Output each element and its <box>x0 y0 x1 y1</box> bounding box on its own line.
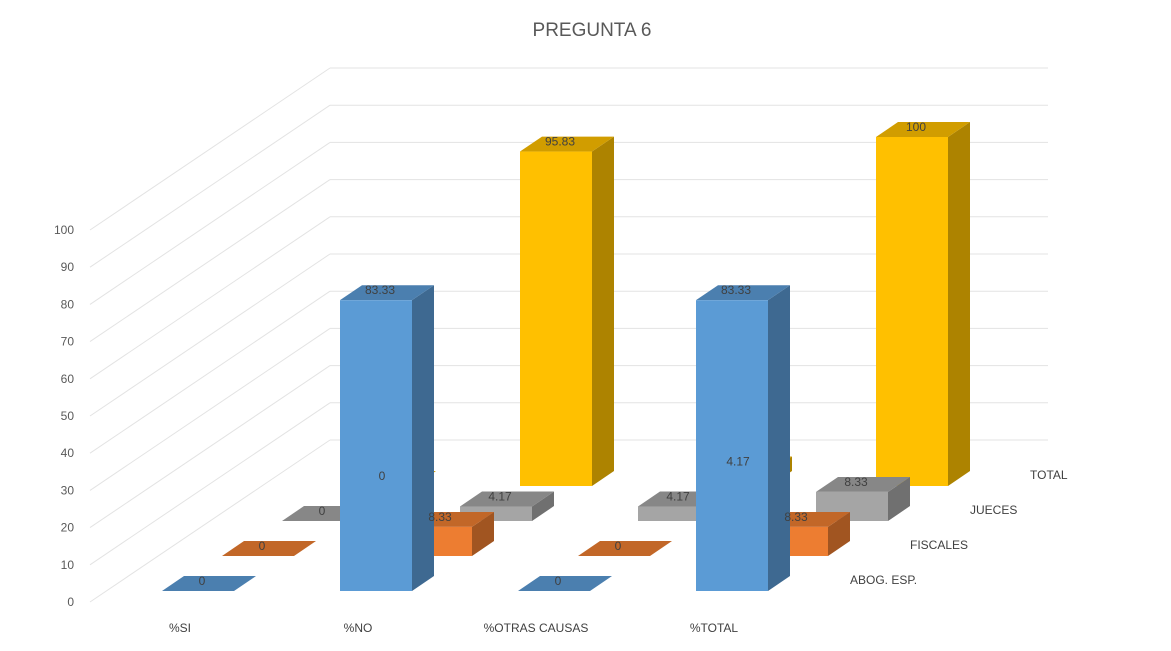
category-label: %TOTAL <box>690 621 739 635</box>
data-label: 4.17 <box>488 489 512 503</box>
series-axis-label: FISCALES <box>910 538 968 552</box>
y-tick-label: 40 <box>61 446 75 460</box>
side-gridline <box>90 105 330 267</box>
bar-side <box>412 285 434 591</box>
data-label: 4.17 <box>726 454 750 468</box>
side-gridline <box>90 217 330 379</box>
bar-top <box>578 541 672 556</box>
category-label: %SI <box>169 621 191 635</box>
side-gridline <box>90 291 330 453</box>
bar-side <box>592 137 614 486</box>
side-gridline <box>90 68 330 230</box>
data-label: 8.33 <box>844 475 868 489</box>
bar-abog-esp--3 <box>696 285 790 591</box>
y-tick-label: 20 <box>61 521 75 535</box>
side-gridline <box>90 403 330 565</box>
bar-abog-esp--2 <box>518 576 612 591</box>
data-label: 83.33 <box>365 283 395 297</box>
data-label: 0 <box>319 504 326 518</box>
data-label: 100 <box>906 120 926 134</box>
side-gridline <box>90 328 330 490</box>
bar-front <box>696 300 768 591</box>
y-tick-label: 90 <box>61 260 75 274</box>
chart-title: PREGUNTA 6 <box>533 20 652 41</box>
series-axis-label: ABOG. ESP. <box>850 573 917 587</box>
bar-total-3 <box>876 122 970 486</box>
y-tick-label: 10 <box>61 558 75 572</box>
series-axis-label: TOTAL <box>1030 468 1068 482</box>
category-label: %OTRAS CAUSAS <box>484 621 589 635</box>
bar-abog-esp--1 <box>340 285 434 591</box>
bar-front <box>876 137 948 486</box>
y-tick-label: 30 <box>61 483 75 497</box>
bar-abog-esp--0 <box>162 576 256 591</box>
y-tick-label: 50 <box>61 409 75 423</box>
bar-top <box>162 576 256 591</box>
side-gridline <box>90 142 330 304</box>
side-gridline <box>90 180 330 342</box>
side-gridline <box>90 366 330 528</box>
category-label: %NO <box>344 621 373 635</box>
bar-side <box>768 285 790 591</box>
data-label: 0 <box>615 539 622 553</box>
data-label: 95.83 <box>545 135 575 149</box>
bar-top <box>518 576 612 591</box>
data-label: 4.17 <box>666 489 690 503</box>
bar-fiscales-0 <box>222 541 316 556</box>
y-tick-label: 100 <box>54 223 74 237</box>
bar-front <box>520 152 592 486</box>
series-axis-label: JUECES <box>970 503 1017 517</box>
y-tick-label: 0 <box>67 595 74 609</box>
bar-side <box>948 122 970 486</box>
data-label: 0 <box>199 574 206 588</box>
bar-front <box>340 300 412 591</box>
data-label: 0 <box>379 469 386 483</box>
chart-bars <box>162 122 970 591</box>
data-label: 0 <box>259 539 266 553</box>
y-tick-label: 60 <box>61 372 75 386</box>
data-label: 83.33 <box>721 283 751 297</box>
data-label: 8.33 <box>428 510 452 524</box>
data-label: 8.33 <box>784 510 808 524</box>
bar-total-1 <box>520 137 614 486</box>
data-label: 0 <box>555 574 562 588</box>
side-gridline <box>90 254 330 416</box>
y-tick-label: 80 <box>61 297 75 311</box>
y-tick-label: 70 <box>61 335 75 349</box>
bar-top <box>222 541 316 556</box>
bar-fiscales-2 <box>578 541 672 556</box>
